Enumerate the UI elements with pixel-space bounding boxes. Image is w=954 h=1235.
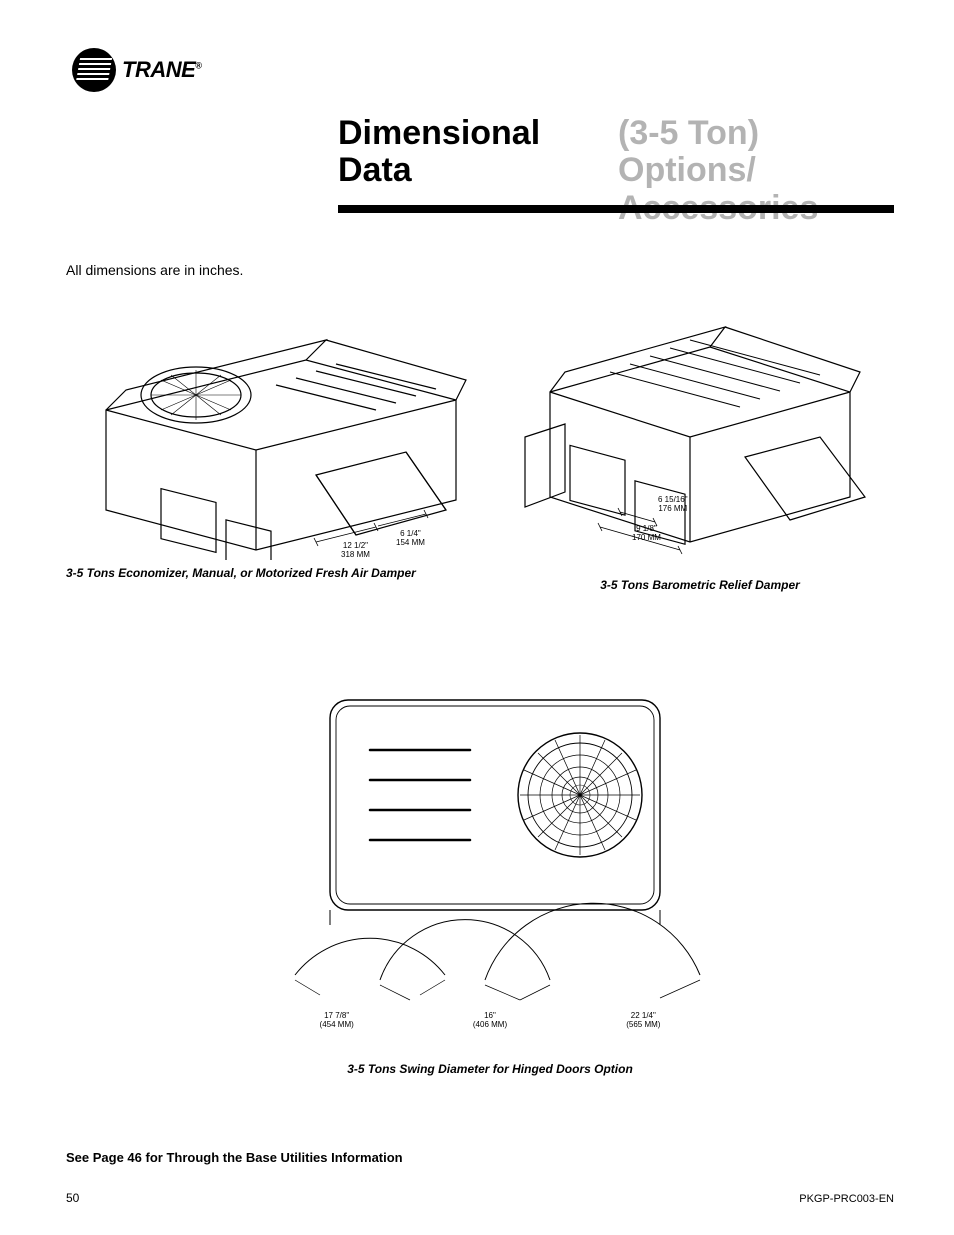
figure-caption: 3-5 Tons Swing Diameter for Hinged Doors… bbox=[260, 1060, 720, 1078]
dim-mm: (454 MM) bbox=[320, 1021, 354, 1030]
figure-swing-diameter: 17 7/8" (454 MM) 16" (406 MM) 22 1/4" (5… bbox=[260, 680, 720, 1078]
brand-name: TRANE® bbox=[122, 57, 201, 83]
dim-mm: 154 MM bbox=[396, 539, 425, 548]
economizer-drawing-icon bbox=[66, 290, 486, 560]
dim-label: 16" (406 MM) bbox=[473, 1012, 507, 1030]
figure-relief-damper: 6 15/16" 176 MM 9 1/8" 170 MM 3-5 Tons B… bbox=[520, 262, 880, 594]
page-number: 50 bbox=[66, 1191, 79, 1205]
figure-caption: 3-5 Tons Economizer, Manual, or Motorize… bbox=[66, 564, 486, 582]
dim-label: 17 7/8" (454 MM) bbox=[320, 1012, 354, 1030]
units-note: All dimensions are in inches. bbox=[66, 262, 243, 278]
dim-mm: 170 MM bbox=[632, 534, 661, 543]
dim-mm: 176 MM bbox=[658, 505, 688, 514]
brand-text: TRANE bbox=[122, 57, 195, 82]
brand-logo: TRANE® bbox=[72, 48, 201, 92]
dim-label: 12 1/2" 318 MM bbox=[341, 542, 370, 560]
logo-mark-icon bbox=[72, 48, 116, 92]
page: TRANE® Dimensional Data (3-5 Ton) Option… bbox=[0, 0, 954, 1235]
swing-dim-row: 17 7/8" (454 MM) 16" (406 MM) 22 1/4" (5… bbox=[260, 1012, 720, 1030]
dim-mm: 318 MM bbox=[341, 551, 370, 560]
swing-drawing-icon bbox=[260, 680, 720, 1010]
figure-economizer: 12 1/2" 318 MM 6 1/4" 154 MM 3-5 Tons Ec… bbox=[66, 290, 486, 582]
dim-mm: (565 MM) bbox=[626, 1021, 660, 1030]
dim-label: 9 1/8" 170 MM bbox=[632, 525, 661, 543]
horizontal-rule bbox=[338, 205, 894, 213]
dim-label: 6 1/4" 154 MM bbox=[396, 530, 425, 548]
figure-caption: 3-5 Tons Barometric Relief Damper bbox=[520, 576, 880, 594]
dim-label: 6 15/16" 176 MM bbox=[658, 496, 688, 514]
relief-damper-drawing-icon bbox=[520, 262, 880, 562]
document-id: PKGP-PRC003-EN bbox=[799, 1193, 894, 1205]
dim-label: 22 1/4" (565 MM) bbox=[626, 1012, 660, 1030]
registered-icon: ® bbox=[195, 61, 201, 71]
see-page-note: See Page 46 for Through the Base Utiliti… bbox=[66, 1150, 403, 1165]
dim-mm: (406 MM) bbox=[473, 1021, 507, 1030]
